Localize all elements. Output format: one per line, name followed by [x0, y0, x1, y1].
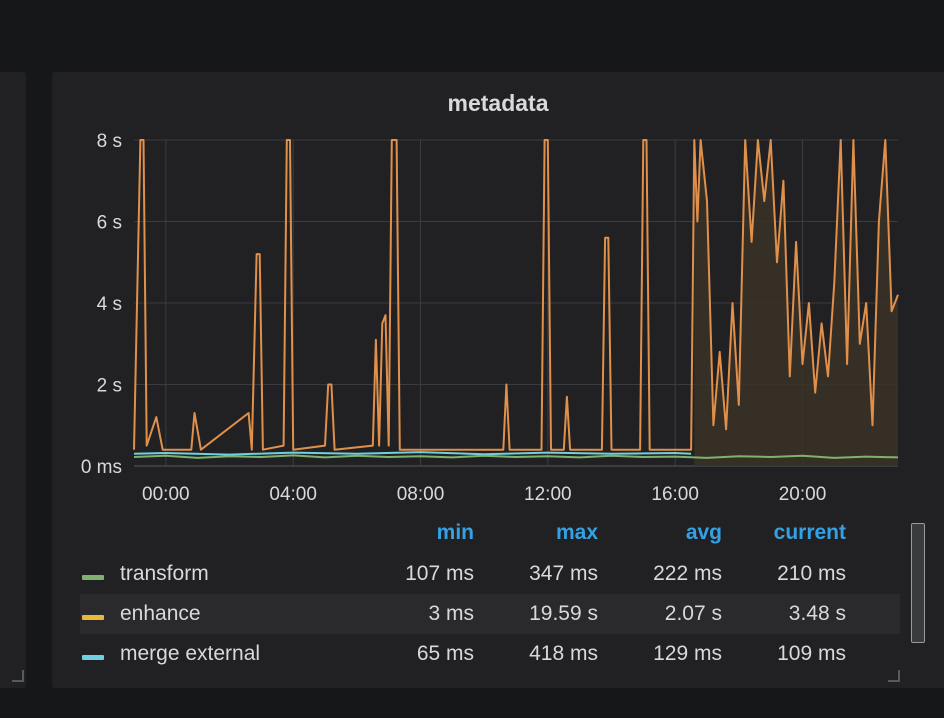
legend-series-name[interactable]: merge external — [120, 642, 261, 665]
y-tick-label: 6 s — [97, 213, 122, 234]
legend-value-min: 65 ms — [416, 642, 474, 665]
adjacent-panel — [0, 72, 26, 688]
legend-row-merge-external[interactable]: merge external 65 ms 418 ms 129 ms 109 m… — [80, 634, 900, 674]
resize-handle-icon[interactable] — [888, 670, 900, 682]
legend-header: min max avg current — [80, 512, 900, 554]
x-tick-label: 20:00 — [779, 484, 827, 505]
legend-series-name[interactable]: enhance — [120, 602, 201, 625]
x-tick-label: 04:00 — [269, 484, 317, 505]
legend-value-avg: 222 ms — [653, 562, 722, 585]
legend-header-min[interactable]: min — [436, 521, 474, 544]
time-series-graph[interactable]: 8 s 6 s 4 s 2 s 0 ms 00:00 04:00 08:00 12:00 16:… — [52, 72, 944, 512]
x-tick-label: 00:00 — [142, 484, 190, 505]
y-tick-label: 2 s — [97, 376, 122, 397]
legend-header-max[interactable]: max — [555, 521, 598, 544]
graph-panel: metadata 8 s 6 s 4 s 2 s 0 ms 00:00 04:00 08:0… — [52, 72, 944, 688]
enhance-fill-area — [694, 140, 898, 466]
series-color-swatch[interactable] — [82, 614, 104, 620]
panel-title[interactable]: metadata — [447, 90, 549, 116]
enhance-area — [694, 140, 898, 466]
series-line-enhance — [133, 139, 899, 451]
legend-value-max: 19.59 s — [529, 602, 598, 625]
legend-value-avg: 2.07 s — [664, 602, 722, 625]
resize-handle-icon[interactable] — [12, 670, 24, 682]
legend-row-enhance[interactable]: enhance 3 ms 19.59 s 2.07 s 3.48 s — [80, 594, 900, 634]
legend-scrollbar[interactable] — [911, 523, 925, 643]
legend-value-current: 3.48 s — [788, 602, 846, 625]
legend-value-min: 3 ms — [428, 602, 474, 625]
y-tick-label: 0 ms — [81, 457, 122, 478]
legend-header-current[interactable]: current — [773, 521, 846, 544]
x-tick-label: 08:00 — [397, 484, 445, 505]
legend-row-transform[interactable]: transform 107 ms 347 ms 222 ms 210 ms — [80, 554, 900, 594]
legend-value-avg: 129 ms — [653, 642, 722, 665]
x-axis: 00:00 04:00 08:00 12:00 16:00 20:00 — [142, 484, 826, 505]
y-axis: 8 s 6 s 4 s 2 s 0 ms — [81, 131, 122, 478]
x-tick-label: 16:00 — [651, 484, 699, 505]
series-line-merge-external — [133, 451, 692, 456]
legend-value-max: 347 ms — [529, 562, 598, 585]
legend-header-avg[interactable]: avg — [685, 521, 722, 544]
y-tick-label: 4 s — [97, 294, 122, 315]
series-lines — [133, 139, 899, 459]
series-color-swatch[interactable] — [82, 654, 104, 660]
graph-legend: min max avg current transform 107 ms 347… — [80, 512, 900, 674]
legend-value-min: 107 ms — [405, 562, 474, 585]
legend-value-current: 210 ms — [777, 562, 846, 585]
x-tick-label: 12:00 — [524, 484, 572, 505]
legend-series-name[interactable]: transform — [120, 562, 209, 585]
legend-value-current: 109 ms — [777, 642, 846, 665]
series-color-swatch[interactable] — [82, 574, 104, 580]
legend-value-max: 418 ms — [529, 642, 598, 665]
series-line-transform — [133, 454, 899, 459]
y-tick-label: 8 s — [97, 131, 122, 152]
